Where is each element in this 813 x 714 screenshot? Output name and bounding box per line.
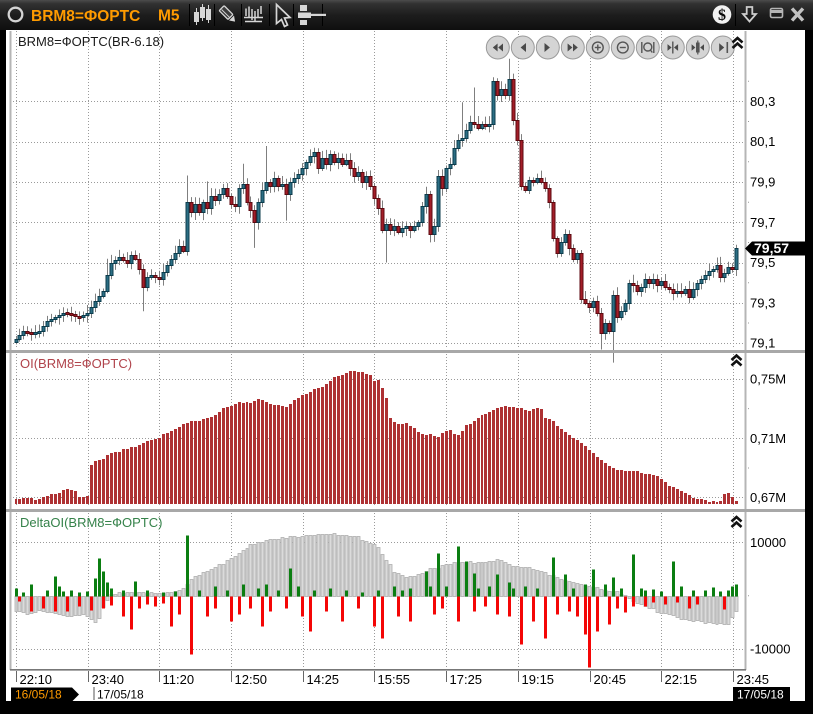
svg-text:79,1: 79,1 <box>750 336 775 351</box>
svg-text:BRM8=ФOPTC: BRM8=ФOPTC <box>31 8 140 25</box>
svg-text:12:50: 12:50 <box>235 672 268 687</box>
svg-text:11:20: 11:20 <box>163 672 195 687</box>
svg-text:17/05/18: 17/05/18 <box>737 688 784 702</box>
svg-text:79,9: 79,9 <box>750 175 775 190</box>
svg-text:23:45: 23:45 <box>737 672 770 687</box>
svg-text:79,3: 79,3 <box>750 295 775 310</box>
svg-text:22:10: 22:10 <box>20 672 53 687</box>
svg-text:0,75M: 0,75M <box>750 372 786 387</box>
svg-text:10000: 10000 <box>750 535 786 550</box>
svg-text:23:40: 23:40 <box>92 672 125 687</box>
svg-text:0,67M: 0,67M <box>750 490 786 505</box>
svg-text:80,1: 80,1 <box>750 134 775 149</box>
svg-text:79,7: 79,7 <box>750 215 775 230</box>
svg-text:0,71M: 0,71M <box>750 431 786 446</box>
svg-text:80,3: 80,3 <box>750 94 775 109</box>
svg-text:20:45: 20:45 <box>594 672 627 687</box>
svg-text:17/05/18: 17/05/18 <box>97 688 144 702</box>
svg-text:15:55: 15:55 <box>378 672 411 687</box>
svg-text:DeltaOI(BRM8=ФOPTC): DeltaOI(BRM8=ФOPTC) <box>20 515 162 530</box>
svg-text:OI(BRM8=ФOPTC): OI(BRM8=ФOPTC) <box>20 356 132 371</box>
svg-text:19:15: 19:15 <box>522 672 555 687</box>
svg-text:79,5: 79,5 <box>750 255 775 270</box>
svg-text:79,57: 79,57 <box>754 240 789 256</box>
svg-text:$: $ <box>718 7 726 24</box>
svg-text:M5: M5 <box>158 8 180 25</box>
svg-text:14:25: 14:25 <box>307 672 340 687</box>
svg-text:16/05/18: 16/05/18 <box>15 688 62 702</box>
svg-text:-10000: -10000 <box>750 642 790 657</box>
svg-text:BRM8=ФOPTC(BR-6.18): BRM8=ФOPTC(BR-6.18) <box>18 34 164 49</box>
svg-text:22:15: 22:15 <box>665 672 698 687</box>
svg-text:17:25: 17:25 <box>450 672 483 687</box>
